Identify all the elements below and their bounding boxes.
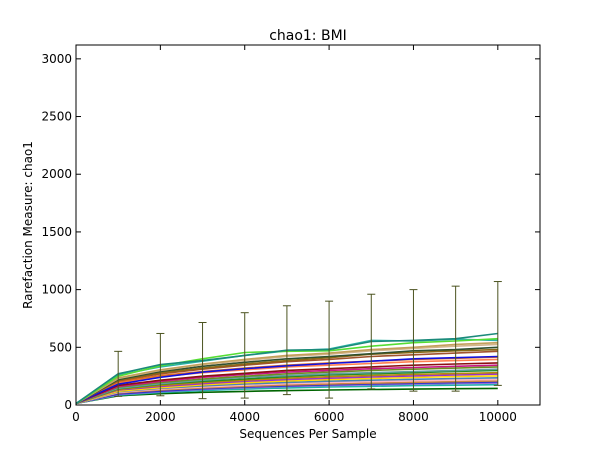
x-tick-label: 4000 [229, 410, 260, 424]
y-tick-label: 1500 [41, 225, 72, 239]
plot-area [75, 44, 541, 406]
x-tick-label: 6000 [314, 410, 345, 424]
x-tick-label: 2000 [145, 410, 176, 424]
y-tick-label: 500 [49, 340, 72, 354]
x-tick-label: 0 [72, 410, 80, 424]
y-axis-label: Rarefaction Measure: chao1 [21, 141, 35, 309]
y-tick-label: 2500 [41, 110, 72, 124]
x-axis: 0 2000 4000 6000 8000 10000 [72, 45, 517, 424]
y-axis: 0 500 1000 1500 2000 2500 3000 [41, 52, 540, 412]
plot-background [76, 45, 540, 405]
x-tick-label: 10000 [479, 410, 517, 424]
y-tick-label: 0 [64, 398, 72, 412]
chart-title: chao1: BMI [269, 28, 347, 44]
y-tick-label: 3000 [41, 52, 72, 66]
y-tick-label: 2000 [41, 167, 72, 181]
x-axis-label: Sequences Per Sample [239, 427, 376, 441]
error-bar-layer [114, 281, 502, 400]
x-tick-label: 8000 [398, 410, 429, 424]
plot-frame [75, 44, 541, 406]
y-tick-label: 1000 [41, 283, 72, 297]
